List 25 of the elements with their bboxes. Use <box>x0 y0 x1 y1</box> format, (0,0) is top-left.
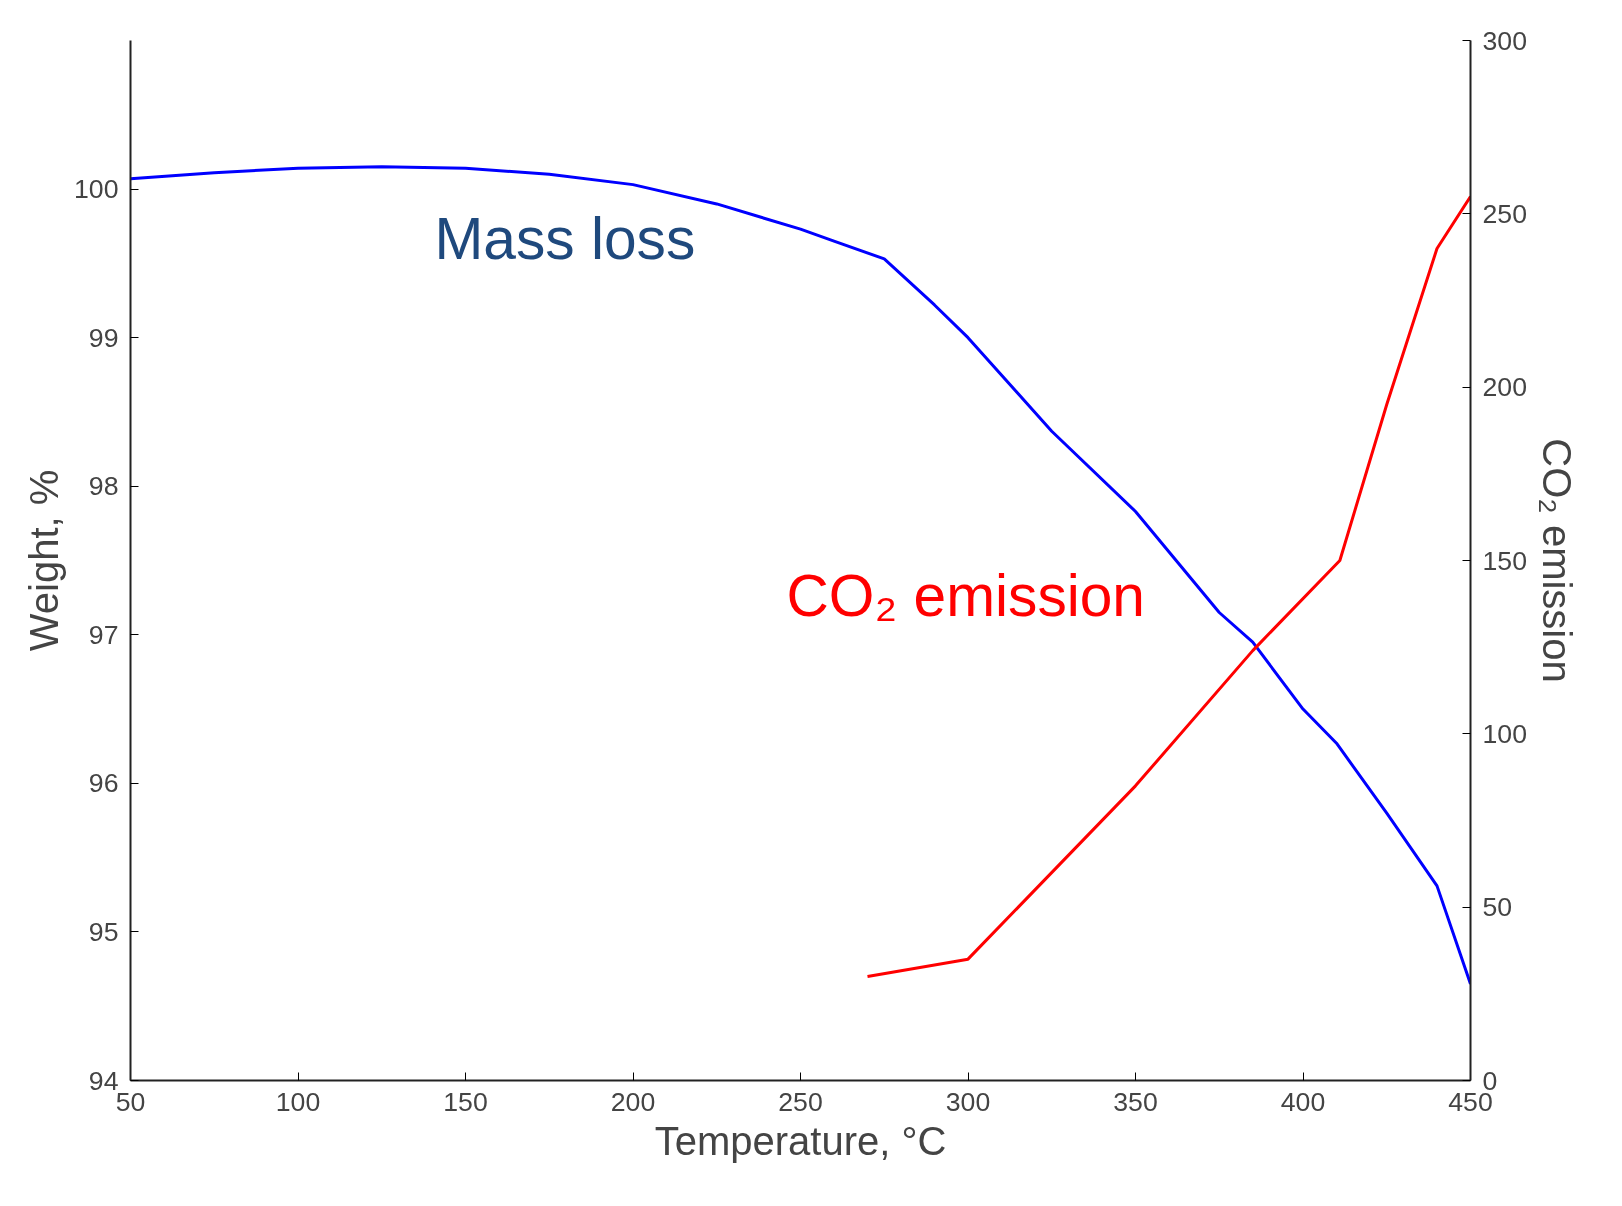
y2-tick-label: 100 <box>1482 718 1527 749</box>
y2-tick-label: 300 <box>1482 25 1527 56</box>
x-tick-label: 350 <box>1113 1086 1158 1117</box>
y-tick-label: 97 <box>88 619 119 650</box>
series-label: CO₂ emission <box>786 563 1145 629</box>
x-tick-label: 300 <box>945 1086 991 1117</box>
x-tick-label: 200 <box>610 1086 656 1117</box>
y-tick-label: 95 <box>88 916 119 947</box>
y-axis-title: Weight, % <box>22 469 67 652</box>
y2-axis-title: CO₂ emission <box>1534 438 1579 683</box>
x-tick-label: 100 <box>275 1086 321 1117</box>
y-tick-label: 99 <box>88 322 119 353</box>
x-axis-title: Temperature, °C <box>654 1118 947 1163</box>
y-tick-label: 98 <box>88 471 119 502</box>
x-tick-label: 400 <box>1280 1086 1326 1117</box>
y2-tick-label: 200 <box>1482 372 1527 403</box>
y2-tick-label: 250 <box>1482 198 1527 229</box>
series-label: Mass loss <box>434 206 696 272</box>
x-tick-label: 150 <box>443 1086 488 1117</box>
y-tick-label: 96 <box>88 768 119 799</box>
y-tick-label: 100 <box>74 174 119 205</box>
y2-tick-label: 50 <box>1482 892 1513 923</box>
x-tick-label: 250 <box>778 1086 823 1117</box>
line-series <box>130 165 1471 986</box>
y2-tick-label: 150 <box>1482 545 1527 576</box>
